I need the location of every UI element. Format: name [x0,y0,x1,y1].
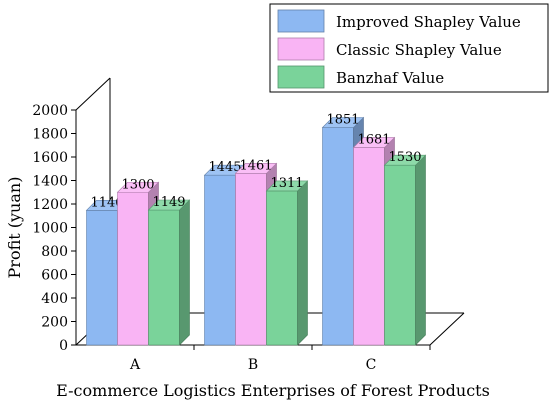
legend-label: Classic Shapley Value [336,41,502,59]
y-axis-label: Profit (yuan) [5,177,24,279]
x-axis-label: E-commerce Logistics Enterprises of Fore… [56,381,490,400]
legend-swatch [277,65,325,89]
legend: Improved Shapley Value Classic Shapley Va… [269,3,549,93]
bar-side [415,154,426,346]
x-tick-label: B [248,357,258,373]
x-tick-label: C [366,357,377,373]
y-tick-label: 200 [41,315,68,331]
legend-label: Banzhaf Value [336,69,444,87]
bar: 1530 [383,150,427,346]
bar-front [117,191,149,346]
data-label: 1149 [152,195,185,210]
data-label: 1461 [239,158,272,173]
data-label: 1445 [208,160,241,175]
bar-front [266,190,298,346]
bar-top [383,154,427,166]
bar-top [234,163,278,174]
y-tick-label: 400 [41,291,68,307]
x-tick-label: A [129,357,141,373]
data-label: 1146 [90,195,123,210]
y-tick-label: 0 [59,338,68,354]
bar-top [265,180,309,192]
bar-top [321,117,365,128]
data-label: 1311 [270,176,303,191]
bar-top [116,181,160,193]
bar-front [353,147,385,346]
y-tick-label: 1200 [32,197,68,213]
bar-top [352,137,396,148]
y-axis-ticks: 0 200 400 600 800 1000 1200 1400 1600 1800 2000 [32,103,76,354]
y-tick-label: 1800 [32,127,68,143]
bar-top [147,199,191,211]
legend-swatch [277,37,325,61]
y-tick-label: 2000 [32,103,68,119]
bar-front [322,127,354,346]
y-tick-label: 600 [41,268,68,284]
floor-right-edge [429,312,465,346]
data-label: 1851 [326,113,359,128]
y-tick-label: 1400 [32,174,68,190]
legend-label: Improved Shapley Value [336,13,521,31]
y-tick-label: 1600 [32,150,68,166]
bar: 1311 [265,176,309,346]
y-tick-label: 800 [41,244,68,260]
legend-item: Banzhaf Value [277,65,444,89]
y-tick-label: 1000 [32,221,68,237]
bar-front [235,173,267,346]
bar-front [204,174,236,346]
legend-item: Classic Shapley Value [277,37,502,61]
legend-swatch [277,9,325,33]
legend-item: Improved Shapley Value [277,9,521,33]
data-label: 1300 [121,177,154,192]
bar-front [384,164,416,346]
bar-front [86,210,118,346]
bar-side [297,180,308,346]
data-label: 1681 [357,132,390,147]
data-label: 1530 [388,150,421,165]
top-side-edge [75,77,111,111]
bar: 1149 [147,195,191,346]
x-axis-ticks: A B C [129,345,431,373]
bar-front [148,209,180,346]
bar-side [179,199,190,346]
